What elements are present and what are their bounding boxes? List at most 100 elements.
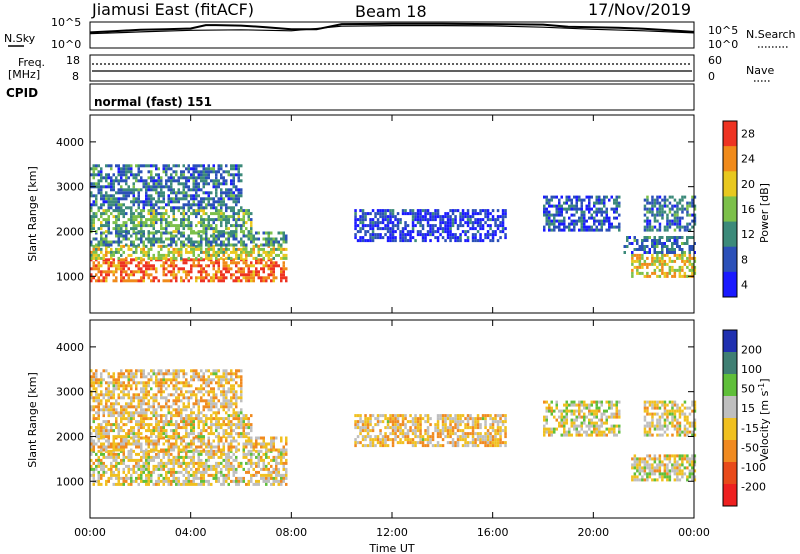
heatmap-cell [558,225,561,229]
heatmap-cell [693,478,697,482]
heatmap-cell [671,469,674,473]
heatmap-cell [588,201,591,205]
heatmap-cell [192,240,195,244]
heatmap-cell [150,247,153,251]
heatmap-cell [245,212,248,216]
heatmap-cell [232,185,235,189]
heatmap-cell [202,176,205,180]
heatmap-cell [676,460,679,464]
heatmap-cell [137,215,140,219]
heatmap-cell [102,218,105,222]
heatmap-cell [666,271,669,275]
noise-panel-frame [89,21,695,49]
heatmap-cell [277,247,280,251]
heatmap-cell [180,191,183,195]
heatmap-cell [212,473,215,477]
heatmap-cell [127,452,130,456]
heatmap-cell [175,197,178,201]
heatmap-cell [270,253,273,257]
heatmap-cell [501,230,505,234]
heatmap-cell [90,375,93,379]
heatmap-cell [653,262,657,266]
heatmap-cell [142,221,145,225]
heatmap-cell [207,215,210,219]
heatmap-cell [180,247,183,251]
heatmap-cell [205,170,208,174]
heatmap-cell [160,224,163,228]
heatmap-cell [195,414,198,418]
heatmap-cell [107,381,110,385]
heatmap-cell [265,482,268,486]
heatmap-cell [681,268,684,272]
heatmap-cell [180,411,183,415]
heatmap-cell [152,381,155,385]
heatmap-cell [92,164,95,168]
heatmap-cell [160,231,163,235]
heatmap-cell [192,429,195,433]
heatmap-cell [102,185,105,189]
heatmap-cell [459,212,462,216]
heatmap-cell [215,452,218,456]
heatmap-cell [217,243,220,247]
heatmap-cell [180,218,183,222]
heatmap-cell [560,222,563,226]
heatmap-cell [280,436,283,440]
heatmap-cell [421,233,425,237]
heatmap-cell [651,242,654,245]
heatmap-cell [202,230,205,234]
heatmap-cell [404,236,407,240]
heatmap-cell [115,482,118,486]
heatmap-cell [197,212,200,216]
heatmap-cell [651,259,654,263]
noise-left-tick-high: 10^5 [51,16,81,29]
heatmap-cell [122,276,125,280]
heatmap-cell [459,215,462,219]
heatmap-cell [623,245,626,248]
heatmap-cell [227,417,230,421]
heatmap-cell [152,429,155,433]
heatmap-cell [668,201,672,205]
heatmap-cell [190,221,193,225]
heatmap-cell [215,256,218,260]
heatmap-cell [125,435,128,439]
heatmap-cell [187,237,190,241]
heatmap-cell [165,414,168,418]
heatmap-cell [663,245,666,248]
heatmap-cell [247,253,250,257]
heatmap-cell [434,230,437,234]
heatmap-cell [359,230,362,234]
heatmap-cell [90,256,93,260]
heatmap-cell [369,236,372,240]
heatmap-cell [167,253,170,257]
heatmap-cell [225,375,228,379]
heatmap-cell [105,230,108,234]
heatmap-cell [595,198,598,202]
heatmap-cell [693,265,697,269]
heatmap-cell [187,188,190,192]
heatmap-cell [172,464,175,468]
heatmap-cell [160,194,163,198]
heatmap-cell [100,185,103,189]
heatmap-cell [600,201,603,205]
heatmap-cell [570,400,573,404]
heatmap-cell [225,402,228,406]
heatmap-cell [255,461,258,465]
heatmap-cell [97,261,100,265]
heatmap-cell [190,439,193,443]
heatmap-cell [411,227,415,231]
heatmap-cell [235,393,238,397]
heatmap-cell [92,227,95,231]
heatmap-cell [155,191,158,195]
heatmap-cell [122,461,125,465]
heatmap-cell [656,478,659,482]
heatmap-cell [545,210,548,214]
heatmap-cell [200,209,203,213]
nave-tick-low: 0 [708,70,715,83]
heatmap-cell [170,264,173,268]
heatmap-cell [97,182,100,186]
heatmap-cell [170,224,173,228]
heatmap-cell [691,478,694,482]
heatmap-cell [230,396,233,400]
heatmap-cell [250,442,253,446]
heatmap-cell [195,170,198,174]
